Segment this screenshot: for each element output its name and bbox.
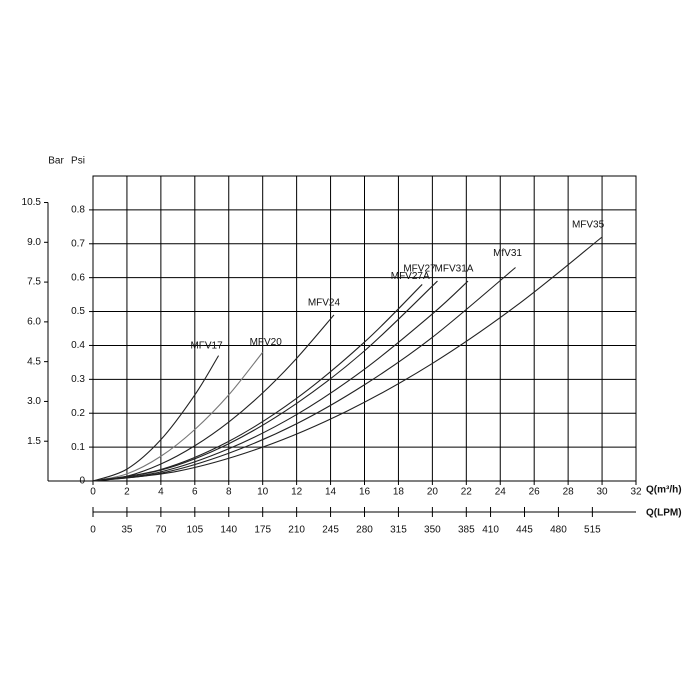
y2-tick-label: 4.5 (27, 356, 41, 367)
x2-tick-label: 410 (482, 525, 499, 536)
x2-tick-label: 175 (254, 525, 271, 536)
x-tick-label: 18 (393, 487, 405, 498)
curve-label: MFV27A (391, 271, 430, 282)
x2-tick-label: 70 (155, 525, 167, 536)
x-tick-label: 0 (90, 487, 96, 498)
x-tick-label: 16 (359, 487, 371, 498)
x-tick-label: 28 (563, 487, 575, 498)
curve (92, 284, 423, 482)
x-tick-label: 14 (325, 487, 337, 498)
y-tick-label: 0.3 (71, 374, 85, 385)
y2-tick-label: 1.5 (27, 436, 41, 447)
x2-tick-label: 210 (288, 525, 305, 536)
x-tick-label: 22 (461, 487, 473, 498)
curve (92, 280, 469, 482)
y-tick-label: 0.1 (71, 442, 85, 453)
y-tick-label: 0.5 (71, 306, 85, 317)
x-tick-label: 24 (495, 487, 507, 498)
x-tick-label: 26 (529, 487, 541, 498)
curve (92, 267, 516, 482)
x-tick-label: 20 (427, 487, 439, 498)
x2-tick-label: 385 (458, 525, 475, 536)
x-tick-label: 30 (597, 487, 609, 498)
y2-tick-label: 7.5 (27, 277, 41, 288)
y-tick-label: 0.7 (71, 238, 85, 249)
x2-tick-label: 105 (186, 525, 203, 536)
y2-tick-label: 6.0 (27, 317, 41, 328)
y2-tick-label: 9.0 (27, 237, 41, 248)
x2-tick-label: 315 (390, 525, 407, 536)
x2-tick-label: 140 (220, 525, 237, 536)
curve-label: MFV31A (435, 264, 474, 275)
x-tick-label: 2 (124, 487, 130, 498)
x2-tick-label: 35 (121, 525, 133, 536)
curve-label: MFV35 (572, 220, 605, 231)
curve (92, 280, 438, 482)
curve (92, 355, 220, 482)
x-tick-label: 8 (226, 487, 232, 498)
curve-label: MfV31 (493, 248, 522, 259)
x-tick-label: 6 (192, 487, 198, 498)
y2-axis-label: Psi (71, 156, 85, 167)
x-tick-label: 4 (158, 487, 164, 498)
x-axis-label: Q(m³/h) (646, 485, 682, 496)
curve (92, 236, 603, 482)
y2-tick-label: 10.5 (22, 197, 42, 208)
x2-axis-label: Q(LPM) (646, 508, 682, 519)
x-tick-label: 10 (257, 487, 269, 498)
y-axis-label: Bar (48, 156, 64, 167)
curve-label: MFV20 (250, 337, 283, 348)
x-tick-label: 12 (291, 487, 303, 498)
x2-tick-label: 480 (550, 525, 567, 536)
y-tick-label: 0.6 (71, 272, 85, 283)
curve-label: MFV24 (308, 298, 341, 309)
y-tick-label: 0.2 (71, 408, 85, 419)
y-tick-label: 0.4 (71, 340, 85, 351)
curve-label: MFV27 (403, 264, 436, 275)
x2-tick-label: 515 (584, 525, 601, 536)
curve-label: MFV17 (190, 340, 223, 351)
y-tick-label: 0.8 (71, 205, 85, 216)
x-tick-label: 32 (630, 487, 642, 498)
y2-tick-label: 3.0 (27, 396, 41, 407)
x2-tick-label: 245 (322, 525, 339, 536)
x2-tick-label: 350 (424, 525, 441, 536)
x2-tick-label: 445 (516, 525, 533, 536)
x2-tick-label: 0 (90, 525, 96, 536)
curve (92, 351, 264, 482)
x2-tick-label: 280 (356, 525, 373, 536)
